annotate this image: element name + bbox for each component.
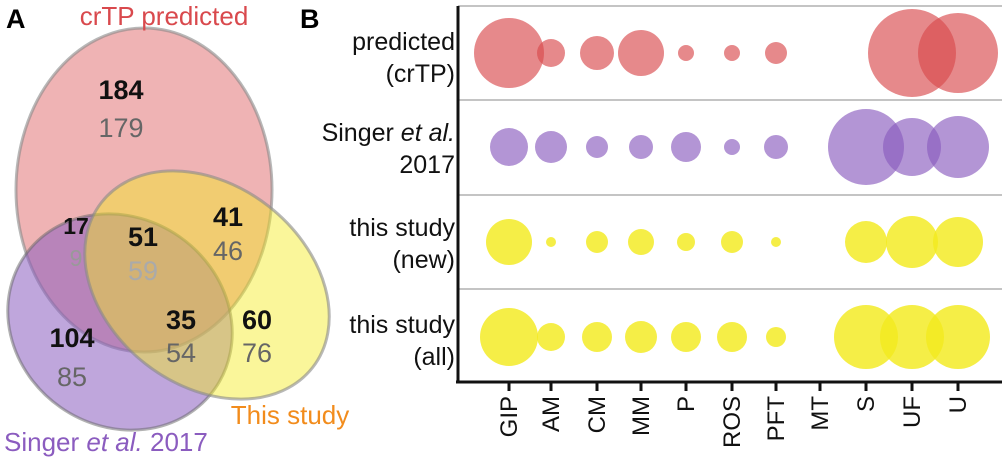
bubble-predicted-ros	[724, 45, 740, 61]
count-crtp-study-bold: 41	[213, 202, 243, 232]
count-study-only-bold: 60	[242, 305, 272, 335]
count-all-three-bold: 51	[128, 222, 158, 252]
row-label-singer-etal: et al.	[401, 119, 455, 147]
bubble-all-gip	[480, 308, 538, 366]
venn-set-study	[83, 169, 331, 401]
bubble-predicted-mm	[618, 30, 664, 76]
bubble-new-u	[933, 217, 983, 267]
bubble-chart: B predicted (crTP) Singer et al. 2017 th…	[300, 4, 1002, 448]
bubble-singer-mm	[629, 135, 653, 159]
count-crtp-study-gray: 46	[213, 236, 243, 266]
venn-label-singer: Singer et al. 2017	[4, 427, 208, 457]
bubble-new-ros	[721, 231, 743, 253]
bubble-singer-s	[828, 109, 904, 185]
bubble-all-u	[926, 305, 990, 369]
bubble-all-mm	[625, 321, 657, 353]
row-label-singer-line1: Singer et al.	[322, 119, 455, 147]
count-singer-only-gray: 85	[57, 362, 87, 392]
count-singer-only-bold: 104	[49, 323, 94, 353]
x-axis-ticks: GIP AM CM MM P ROS PFT MT S UF U	[496, 382, 972, 448]
count-crtp-only-bold: 184	[98, 75, 143, 105]
panel-label-b: B	[300, 4, 320, 34]
x-tick-label-cm: CM	[584, 396, 611, 433]
bubble-new-mm	[628, 229, 654, 255]
row-label-new-line2: (new)	[392, 246, 455, 274]
row-label-singer-line2: 2017	[399, 151, 455, 179]
bubble-new-s	[845, 221, 887, 263]
venn-label-crtp: crTP predicted	[80, 1, 249, 31]
bubble-singer-p	[671, 132, 701, 162]
bubble-singer-ros	[724, 139, 740, 155]
bubble-all-pft	[766, 327, 786, 347]
bubble-all-ros	[717, 322, 747, 352]
x-tick-label-mm: MM	[628, 396, 655, 436]
x-tick-label-u: U	[945, 396, 972, 413]
x-tick-label-p: P	[673, 396, 700, 412]
count-singer-study-bold: 35	[166, 305, 196, 335]
x-tick-label-ros: ROS	[719, 396, 746, 448]
bubble-predicted-cm	[580, 36, 614, 70]
venn-label-study: This study	[231, 400, 350, 430]
bubble-layer	[474, 9, 998, 369]
x-tick-label-mt: MT	[807, 396, 834, 431]
venn-label-singer-year: 2017	[143, 427, 208, 457]
bubble-new-uf	[886, 216, 938, 268]
bubble-new-p	[677, 233, 695, 251]
count-crtp-singer-bold: 17	[63, 213, 89, 239]
x-tick-label-am: AM	[538, 396, 565, 432]
count-study-only-gray: 76	[242, 338, 272, 368]
bubble-singer-cm	[586, 136, 608, 158]
count-crtp-singer-gray: 9	[70, 245, 83, 271]
bubble-all-s	[834, 305, 898, 369]
bubble-all-cm	[582, 322, 612, 352]
row-label-predicted-line2: (crTP)	[386, 60, 455, 88]
bubble-singer-gip	[490, 128, 528, 166]
bubble-predicted-pft	[765, 42, 787, 64]
bubble-singer-uf	[883, 118, 941, 176]
bubble-all-uf	[880, 305, 944, 369]
bubble-all-am	[537, 323, 565, 351]
row-label-new-line1: this study	[349, 214, 455, 242]
bubble-all-p	[671, 322, 701, 352]
bubble-new-gip	[486, 219, 532, 265]
x-tick-label-uf: UF	[899, 396, 926, 428]
bubble-singer-pft	[764, 135, 788, 159]
x-tick-label-pft: PFT	[763, 396, 790, 442]
bubble-predicted-am	[537, 39, 565, 67]
row-label-all-line2: (all)	[413, 343, 455, 371]
venn-diagram: A crTP predicted This study Singer et al…	[4, 1, 350, 457]
bubble-predicted-u	[918, 13, 998, 93]
bubble-new-pft	[771, 237, 781, 247]
bubble-new-cm	[586, 231, 608, 253]
bubble-singer-u	[927, 116, 989, 178]
venn-set-singer	[6, 212, 234, 432]
count-singer-study-gray: 54	[166, 338, 196, 368]
venn-label-singer-name: Singer	[4, 427, 86, 457]
bubble-new-am	[546, 237, 556, 247]
venn-label-singer-etal: et al.	[86, 427, 142, 457]
bubble-predicted-gip	[474, 18, 544, 88]
panel-label-a: A	[6, 4, 26, 34]
count-crtp-only-gray: 179	[98, 113, 143, 143]
x-tick-label-gip: GIP	[496, 396, 523, 437]
x-tick-label-s: S	[853, 396, 880, 412]
bubble-singer-am	[535, 131, 567, 163]
row-label-all-line1: this study	[349, 311, 455, 339]
row-label-predicted-line1: predicted	[352, 28, 455, 56]
bubble-predicted-p	[678, 45, 694, 61]
count-all-three-gray: 59	[128, 256, 158, 286]
